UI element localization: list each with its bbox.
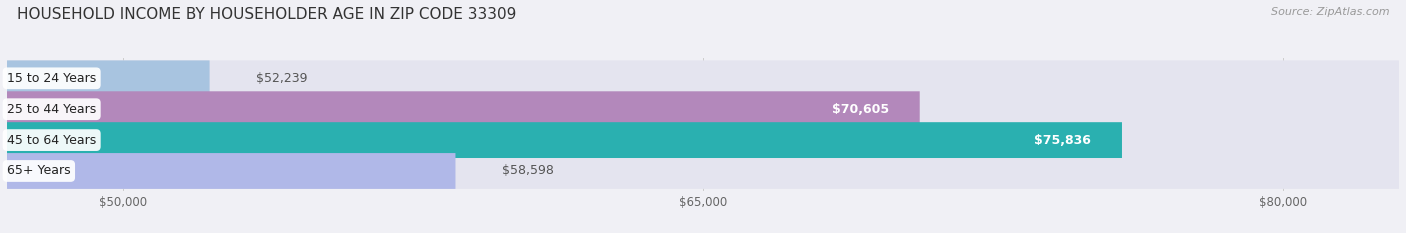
Text: $58,598: $58,598 [502,164,554,178]
Text: 65+ Years: 65+ Years [7,164,70,178]
FancyBboxPatch shape [7,60,1399,96]
Text: 25 to 44 Years: 25 to 44 Years [7,103,96,116]
FancyBboxPatch shape [7,91,1399,127]
FancyBboxPatch shape [7,91,920,127]
Text: 15 to 24 Years: 15 to 24 Years [7,72,96,85]
Text: $70,605: $70,605 [832,103,889,116]
FancyBboxPatch shape [7,153,456,189]
Text: 45 to 64 Years: 45 to 64 Years [7,134,96,147]
Text: $52,239: $52,239 [256,72,308,85]
FancyBboxPatch shape [7,60,209,96]
FancyBboxPatch shape [7,122,1122,158]
FancyBboxPatch shape [7,153,1399,189]
Text: $75,836: $75,836 [1035,134,1091,147]
FancyBboxPatch shape [7,122,1399,158]
Text: Source: ZipAtlas.com: Source: ZipAtlas.com [1271,7,1389,17]
Text: HOUSEHOLD INCOME BY HOUSEHOLDER AGE IN ZIP CODE 33309: HOUSEHOLD INCOME BY HOUSEHOLDER AGE IN Z… [17,7,516,22]
